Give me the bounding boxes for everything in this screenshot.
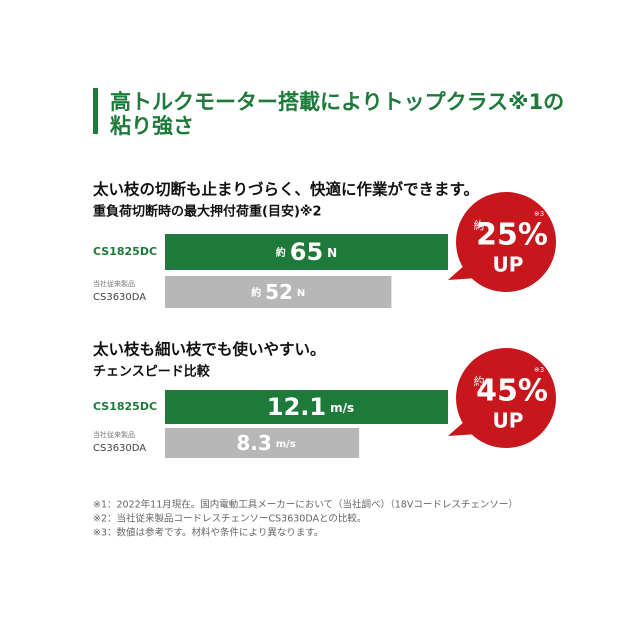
value-label: 12.1 m/s — [267, 393, 354, 421]
footnote: ※1：2022年11月現在。国内電動工具メーカーにおいて（当社調べ）（18Vコー… — [93, 499, 518, 511]
badge-value: 25% — [476, 218, 548, 253]
bar — [165, 276, 392, 308]
badge — [456, 192, 556, 292]
subtitle: 太い枝の切断も止まりづらく、快適に作業ができます。 — [93, 180, 479, 199]
chart-title: 重負荷切断時の最大押付荷重(目安)※2 — [93, 204, 322, 220]
bar — [165, 390, 448, 424]
category-note: 当社従来製品 — [93, 430, 135, 439]
badge-text: UP — [493, 409, 524, 433]
value-label: 約 52 N — [251, 280, 305, 304]
subtitle: 太い枝も細い枝でも使いやすい。 — [93, 340, 326, 359]
badge-note: ※3 — [534, 210, 544, 218]
value-number: 12.1 — [267, 393, 326, 421]
value-label: 約 65 N — [276, 238, 337, 266]
category-label: CS3630DA — [93, 443, 146, 454]
badge-value: 45% — [476, 374, 548, 409]
badge-prefix: 約 — [474, 374, 485, 388]
value-prefix: 約 — [276, 246, 286, 259]
badge-note: ※3 — [534, 366, 544, 374]
footnote: ※2：当社従来製品コードレスチェンソーCS3630DAとの比較。 — [93, 513, 366, 525]
value-prefix: 約 — [251, 286, 261, 299]
title-accent — [93, 88, 98, 134]
category-note: 当社従来製品 — [93, 279, 135, 288]
value-unit: N — [297, 288, 305, 299]
footnote: ※3：数値は参考です。材料や条件により異なります。 — [93, 527, 323, 539]
value-number: 52 — [265, 280, 293, 304]
value-number: 65 — [290, 238, 323, 266]
bar — [165, 428, 360, 458]
badge-prefix: 約 — [474, 218, 485, 232]
value-label: 8.3 m/s — [236, 431, 296, 455]
value-unit: m/s — [276, 439, 296, 450]
title-line: 高トルクモーター搭載によりトップクラス※1の — [110, 90, 564, 114]
value-unit: N — [327, 246, 337, 260]
bar — [165, 234, 448, 270]
badge-text: UP — [493, 253, 524, 277]
chart-title: チェンスピード比較 — [93, 364, 211, 380]
title-line: 粘り強さ — [110, 114, 194, 138]
category-label: CS3630DA — [93, 292, 146, 303]
badge — [456, 348, 556, 448]
category-label: CS1825DC — [93, 245, 157, 258]
value-unit: m/s — [330, 401, 354, 415]
value-number: 8.3 — [236, 431, 271, 455]
category-label: CS1825DC — [93, 400, 157, 413]
